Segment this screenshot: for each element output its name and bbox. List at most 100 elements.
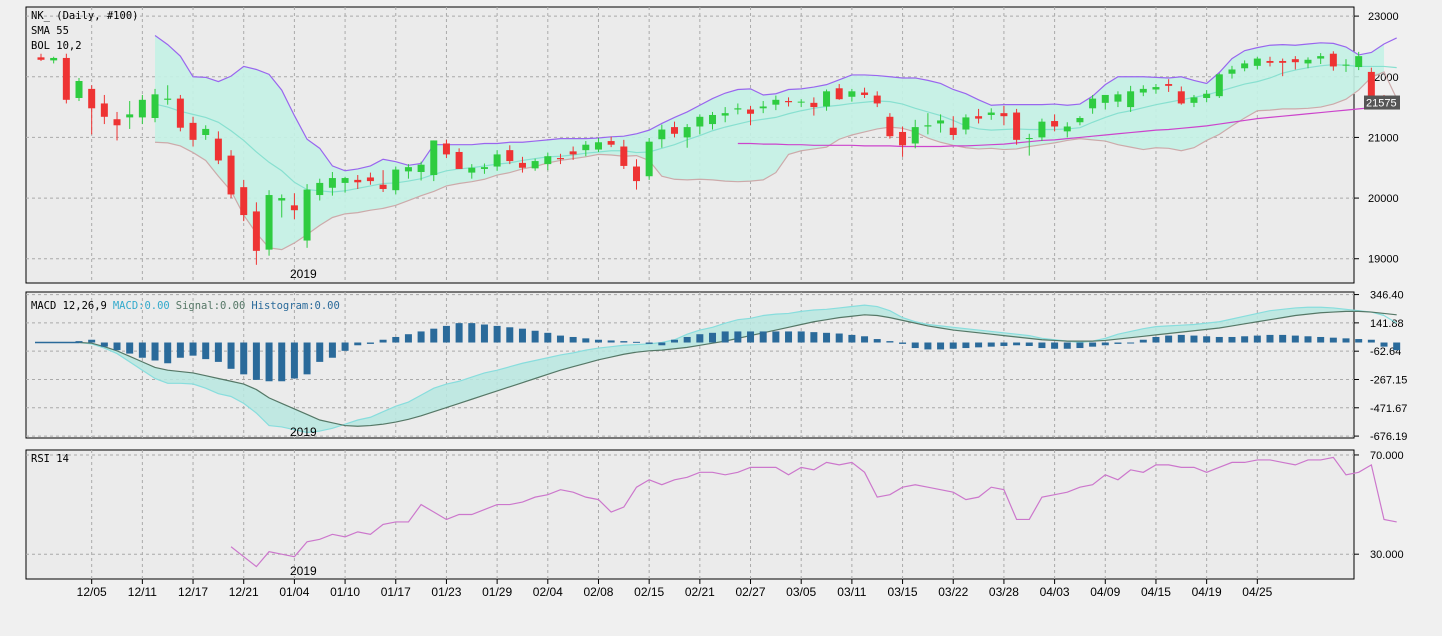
candle-body <box>430 140 438 176</box>
macd-histogram-bar <box>442 325 450 343</box>
macd-title: MACD 12,26,9 <box>31 300 107 312</box>
rsi-line <box>230 456 1397 568</box>
macd-histogram-bar <box>620 341 628 343</box>
macd-histogram-bar <box>290 342 298 379</box>
histogram-value: Histogram:0.00 <box>251 300 340 312</box>
candle-body <box>202 128 210 135</box>
candle-body <box>1051 121 1059 127</box>
candle-body <box>341 178 349 183</box>
candle-body <box>531 161 539 169</box>
x-label: 12/11 <box>128 585 157 599</box>
candle-body <box>100 103 108 117</box>
candle-body <box>949 127 957 135</box>
macd-histogram-bar <box>404 334 412 343</box>
candle-body <box>1000 113 1008 117</box>
macd-histogram-bar <box>265 342 273 382</box>
candle-body <box>671 127 678 134</box>
candle-body <box>50 57 58 61</box>
candle-body <box>975 116 983 119</box>
candle-body <box>1304 59 1312 64</box>
candle-body <box>366 177 374 182</box>
macd-panel <box>25 291 1355 439</box>
macd-histogram-bar <box>366 342 374 344</box>
macd-histogram-bar <box>88 339 96 343</box>
candle-body <box>1317 56 1325 59</box>
macd-histogram-bar <box>1367 339 1375 343</box>
candle-body <box>582 144 590 151</box>
candle-body <box>759 106 767 109</box>
macd-histogram-bar <box>671 339 678 343</box>
macd-histogram-bar <box>848 334 856 343</box>
candle-body <box>189 122 197 140</box>
macd-histogram-bar <box>100 342 108 347</box>
candle-body <box>227 155 235 195</box>
candle-body <box>1342 64 1350 66</box>
macd-axis-label: -267.15 <box>1370 374 1407 386</box>
macd-histogram-bar <box>341 342 349 351</box>
macd-histogram-bar <box>1266 334 1274 343</box>
x-label: 04/15 <box>1141 585 1171 599</box>
macd-histogram-bar <box>113 342 121 351</box>
price-axis-label: 20000 <box>1368 193 1399 205</box>
candle-body <box>721 113 729 116</box>
candle-body <box>747 109 755 114</box>
price-axis-label: 23000 <box>1368 11 1399 23</box>
signal-value: Signal:0.00 <box>176 300 246 312</box>
macd-histogram-bar <box>1089 342 1097 347</box>
candle-body <box>316 182 324 196</box>
candle-body <box>848 91 856 97</box>
macd-histogram-bar <box>1380 342 1388 347</box>
candle-body <box>1215 74 1223 97</box>
candle-body <box>1139 88 1147 93</box>
macd-histogram-bar <box>1000 342 1008 346</box>
candle-body <box>1101 94 1109 103</box>
x-label: 03/28 <box>989 585 1019 599</box>
candle-body <box>1329 53 1337 67</box>
macd-histogram-bar <box>1279 334 1287 343</box>
macd-histogram-bar <box>734 331 742 343</box>
macd-histogram-bar <box>747 331 755 343</box>
sma-label: SMA 55 <box>31 25 69 37</box>
rsi-label: RSI 14 <box>31 453 69 465</box>
candle-body <box>1177 91 1185 104</box>
macd-histogram-bar <box>240 342 248 375</box>
year-label: 2019 <box>290 425 317 439</box>
macd-histogram-bar <box>303 342 311 375</box>
macd-histogram-bar <box>975 342 983 348</box>
candle-body <box>835 88 843 100</box>
macd-histogram-bar <box>189 342 197 356</box>
macd-histogram-bar <box>138 342 146 358</box>
candle-body <box>810 102 818 108</box>
candle-body <box>126 114 134 118</box>
candle-body <box>506 150 514 162</box>
x-label: 04/25 <box>1242 585 1272 599</box>
candle-body <box>1165 84 1173 86</box>
macd-histogram-bar <box>328 342 336 358</box>
macd-histogram-bar <box>252 342 260 380</box>
candle-body <box>645 141 653 177</box>
macd-histogram-bar <box>1152 336 1160 343</box>
macd-histogram-bar <box>518 328 526 343</box>
macd-histogram-bar <box>544 332 552 343</box>
macd-histogram-bar <box>569 336 577 343</box>
macd-histogram-bar <box>987 342 995 347</box>
candle-body <box>1253 58 1261 66</box>
macd-histogram-bar <box>683 336 691 343</box>
x-label: 02/21 <box>685 585 715 599</box>
candle-body <box>797 101 805 103</box>
macd-histogram-bar <box>759 331 767 343</box>
x-label: 01/29 <box>482 585 512 599</box>
candle-body <box>556 158 564 160</box>
candle-body <box>176 98 184 128</box>
bollinger-mid-line <box>154 64 1397 193</box>
candle-body <box>1114 94 1122 102</box>
x-label: 02/08 <box>583 585 613 599</box>
candle-body <box>113 119 121 126</box>
macd-histogram-bar <box>379 339 387 343</box>
candle-body <box>138 99 146 118</box>
macd-histogram-bar <box>1139 339 1147 343</box>
macd-histogram-bar <box>354 342 362 346</box>
bollinger-band-fill <box>155 35 1385 250</box>
candle-body <box>417 164 425 172</box>
